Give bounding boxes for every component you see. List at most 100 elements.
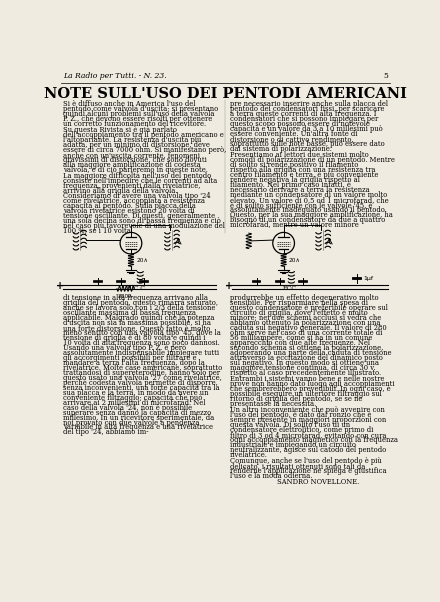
Text: comodi di polarizzazione di un pentodo. Mentre: comodi di polarizzazione di un pentodo. … [230, 156, 395, 164]
Text: prove non hanno dato luogo agli accoppiamenti: prove non hanno dato luogo agli accoppia… [230, 380, 395, 388]
Text: abbiamo ottenuto la polarizzazione con una: abbiamo ottenuto la polarizzazione con u… [230, 319, 381, 327]
Text: noi provato con due valvole a pendenza: noi provato con due valvole a pendenza [63, 418, 199, 426]
Text: un corretto funzionamento del ricevitore.: un corretto funzionamento del ricevitore… [63, 120, 206, 128]
Text: Consideriamo di avere una valvola tipo '24: Consideriamo di avere una valvola tipo '… [63, 192, 210, 200]
Text: industriale e impiegando un circuito: industriale e impiegando un circuito [230, 441, 356, 448]
Text: l'altoparlante. La resistenza d'uscita più: l'altoparlante. La resistenza d'uscita p… [63, 136, 201, 144]
Text: gli accorgimenti possibili per filtrare e: gli accorgimenti possibili per filtrare … [63, 354, 196, 362]
Text: questo condensatore è preferibile operare sul: questo condensatore è preferibile operar… [230, 304, 388, 312]
Text: maggiore tensione continua, di circa 30 v.: maggiore tensione continua, di circa 30 … [230, 364, 376, 371]
Text: produrrebbe un effetto degenerativo molto: produrrebbe un effetto degenerativo molt… [230, 294, 379, 302]
Text: una forte distorsione. Questo fatto è molto: una forte distorsione. Questo fatto è mo… [63, 324, 210, 332]
Text: variabile in alta frequenza e una rivelatrice: variabile in alta frequenza e una rivela… [63, 423, 213, 432]
Text: minore; nei due schemi acclusi si vedrà che: minore; nei due schemi acclusi si vedrà … [230, 314, 381, 322]
Text: essere di circa 7000 ohm. Si manifestano però,: essere di circa 7000 ohm. Si manifestano… [63, 146, 226, 154]
Text: nel caso più favorevole di una modulazione del: nel caso più favorevole di una modulazio… [63, 222, 225, 230]
Text: rendere negativa la griglia rispetto al: rendere negativa la griglia rispetto al [230, 176, 360, 184]
Text: valvola, e di ciò parleremo in queste note.: valvola, e di ciò parleremo in queste no… [63, 166, 208, 174]
Text: +: + [55, 281, 64, 291]
Text: 1μf: 1μf [363, 276, 374, 281]
Text: presentasse la necessità.: presentasse la necessità. [230, 400, 316, 408]
Text: bisogno di un condensatore da due a quattro: bisogno di un condensatore da due a quat… [230, 216, 385, 224]
Text: elevato. Un valore di 0,5 od 1 microfarad, che: elevato. Un valore di 0,5 od 1 microfara… [230, 196, 389, 203]
Text: attraverso la eccitazione del dinamico posto: attraverso la eccitazione del dinamico p… [230, 354, 383, 362]
Text: Comunque, anche se l'uso del pentodo è più: Comunque, anche se l'uso del pentodo è p… [230, 457, 382, 465]
Text: neutralizzante, agisce sul catodo del pentodo: neutralizzante, agisce sul catodo del pe… [230, 445, 386, 454]
Text: Un altro inconveniente che può avvenire con: Un altro inconveniente che può avvenire … [230, 406, 385, 414]
Text: P. Z., che devono essere risolti per ottenere: P. Z., che devono essere risolti per ott… [63, 115, 212, 123]
Text: questa valvola. Di solito l'uso di un: questa valvola. Di solito l'uso di un [230, 421, 350, 429]
Text: Si è diffuso anche in America l'uso del: Si è diffuso anche in America l'uso del [63, 100, 195, 108]
Text: ogni accoppiamento magnetico con la frequenza: ogni accoppiamento magnetico con la freq… [230, 436, 398, 444]
Text: E C C.: E C C. [127, 285, 146, 291]
Text: Questo, per la sua maggiore amplificazione, ha: Questo, per la sua maggiore amplificazio… [230, 211, 393, 219]
Text: adatta, per un minimo di distorsione, deve: adatta, per un minimo di distorsione, de… [63, 141, 209, 149]
Text: sempre presente in maggiori proporzioni con: sempre presente in maggiori proporzioni … [230, 416, 386, 424]
Text: essere conveniente. Un'altra fonte di: essere conveniente. Un'altra fonte di [230, 130, 358, 138]
Text: condensatori che si possono impiegare per: condensatori che si possono impiegare pe… [230, 115, 378, 123]
Text: consiste nell'impedire che le correnti ad alta: consiste nell'impedire che le correnti a… [63, 177, 217, 185]
Text: applicabile. Malgrado quindi che la potenza: applicabile. Malgrado quindi che la pote… [63, 314, 214, 322]
Text: Presentiamo ai lettori due sistemi molto: Presentiamo ai lettori due sistemi molto [230, 151, 369, 159]
Text: di solito si rende positivo il filamento: di solito si rende positivo il filamento [230, 161, 359, 169]
Text: 20∧: 20∧ [136, 258, 148, 262]
Text: l'uso e la moda odierna.: l'uso e la moda odierna. [230, 472, 312, 480]
Text: del tipo '24, abbiamo im-: del tipo '24, abbiamo im- [63, 429, 148, 436]
Text: perché codesta valvola permette di disporre,: perché codesta valvola permette di dispo… [63, 379, 217, 386]
Text: gravissimi di distorsione, che sono dovuti: gravissimi di distorsione, che sono dovu… [63, 156, 207, 164]
Text: questo usato una valvola '27 come rivelatrice,: questo usato una valvola '27 come rivela… [63, 374, 221, 382]
Text: necessario derivare a terra la resistenza: necessario derivare a terra la resistenz… [230, 186, 370, 194]
Text: sul negativo. In questo modo si ottiene una: sul negativo. In questo modo si ottiene … [230, 359, 379, 367]
Text: SANDRO NOVELLONE.: SANDRO NOVELLONE. [277, 478, 359, 486]
Text: questo scopo possono essere di notevole: questo scopo possono essere di notevole [230, 120, 370, 128]
Text: come rivelatrice, accoppiata a resistenza: come rivelatrice, accoppiata a resistenz… [63, 197, 205, 205]
Text: sua placca e la terra, in modo da avere un: sua placca e la terra, in modo da avere … [63, 389, 208, 397]
Text: di tensione in alta frequenza arrivano alla: di tensione in alta frequenza arrivano a… [63, 294, 208, 302]
Text: NOTE SULL'USO DEI PENTODI AMERICANI: NOTE SULL'USO DEI PENTODI AMERICANI [44, 87, 407, 101]
Text: assolutamente indispensabile impiegare tutti: assolutamente indispensabile impiegare t… [63, 349, 219, 357]
Text: 20∧: 20∧ [289, 258, 301, 262]
Text: circuito di griglia, dove l'effetto è molto: circuito di griglia, dove l'effetto è mo… [230, 309, 368, 317]
Text: a terra queste correnti di alta frequenza. I: a terra queste correnti di alta frequenz… [230, 110, 377, 118]
Text: conveniente filtraggio; capacità che può: conveniente filtraggio; capacità che può [63, 394, 202, 402]
Text: capacità al pentodo. Sulla placca della: capacità al pentodo. Sulla placca della [63, 202, 196, 210]
Text: rivelatrice. Molte case americane, soprattutto: rivelatrice. Molte case americane, sopra… [63, 364, 222, 371]
Text: arrivino alla griglia della valvola.: arrivino alla griglia della valvola. [63, 187, 177, 195]
Text: soprattutto sulle note basse, può essere dato: soprattutto sulle note basse, può essere… [230, 140, 385, 148]
Text: oscillante massima di bassa frequenza: oscillante massima di bassa frequenza [63, 309, 196, 317]
Text: superare senza danno la capacità di mezzo: superare senza danno la capacità di mezz… [63, 409, 211, 417]
Text: adoperando una parte della caduta di tensione: adoperando una parte della caduta di ten… [230, 349, 392, 357]
Text: 10 volta di alta frequenza sono poco dannosi.: 10 volta di alta frequenza sono poco dan… [63, 339, 220, 347]
Text: arrivare ai 2 millesimi di microfarad. Nel: arrivare ai 2 millesimi di microfarad. N… [63, 399, 205, 406]
Text: rispetto al caso precedentemente illustrato.: rispetto al caso precedentemente illustr… [230, 368, 381, 377]
Text: 280∧: 280∧ [118, 294, 133, 299]
Text: assolutamente inadeguato usando il pentodo.: assolutamente inadeguato usando il pento… [230, 206, 387, 214]
Text: 56 milliampère, come si ha in un comune: 56 milliampère, come si ha in un comune [230, 334, 373, 342]
Text: pentodo dei condensatori fissi, per scaricare: pentodo dei condensatori fissi, per scar… [230, 105, 385, 113]
Text: pre necessario inserire anche sulla placca del: pre necessario inserire anche sulla plac… [230, 100, 388, 108]
Text: rivelatrice.: rivelatrice. [230, 451, 268, 459]
Text: l'uso del pentodo, è dato dal ronzio che è: l'uso del pentodo, è dato dal ronzio che… [230, 411, 371, 419]
Text: Entrambi i sistemi vanno bene e nelle nostre: Entrambi i sistemi vanno bene e nelle no… [230, 375, 385, 383]
Text: senza inconvenienti, una forte capacità tra la: senza inconvenienti, una forte capacità … [63, 383, 220, 392]
Text: capacità e un valore da 3 a 10 millesimi può: capacità e un valore da 3 a 10 millesimi… [230, 125, 383, 133]
Text: tensione di griglia è di 80 volta e quindi i: tensione di griglia è di 80 volta e quin… [63, 334, 205, 342]
Text: 5: 5 [383, 72, 388, 80]
Text: quindi alcuni problemi sull'uso della valvola: quindi alcuni problemi sull'uso della va… [63, 110, 214, 118]
Text: secondo schema si ottiene la polarizzazione,: secondo schema si ottiene la polarizzazi… [230, 344, 383, 352]
Text: millesimo. In un ricevitore sperimentale, da: millesimo. In un ricevitore sperimentale… [63, 414, 214, 421]
Text: griglia del pentodo, questo rimarrà saturato,: griglia del pentodo, questo rimarrà satu… [63, 299, 218, 307]
Text: pentodo come valvola d'uscita; si presentano: pentodo come valvola d'uscita; si presen… [63, 105, 218, 113]
Text: +: + [224, 281, 233, 291]
Text: anche con un'uscita corrente, fenomeni: anche con un'uscita corrente, fenomeni [63, 151, 200, 159]
Text: Su questa Rivista si è già parlato: Su questa Rivista si è già parlato [63, 126, 177, 134]
Text: rispetto alla griglia con una resistenza tra: rispetto alla griglia con una resistenza… [230, 166, 376, 174]
Text: anche se lavora solo con i 2/3 della tensione: anche se lavora solo con i 2/3 della ten… [63, 304, 215, 312]
Text: La maggiore difficoltà nell'uso del pentodo: La maggiore difficoltà nell'uso del pent… [63, 172, 211, 180]
Text: filamento. Nel primo caso infatti, è: filamento. Nel primo caso infatti, è [230, 181, 351, 189]
Text: possibile eseguire un ulteriore filtraggio sul: possibile eseguire un ulteriore filtragg… [230, 389, 382, 398]
Text: caduta sul negativo generale. Il valore di 280: caduta sul negativo generale. Il valore … [230, 324, 387, 332]
Text: condensatore elettrolitico, come primo di: condensatore elettrolitico, come primo d… [230, 426, 374, 434]
Text: dal sistema di polarizzazione.: dal sistema di polarizzazione. [230, 145, 332, 153]
Text: delicato, i risultati ottenuti sono tali da: delicato, i risultati ottenuti sono tali… [230, 462, 366, 470]
